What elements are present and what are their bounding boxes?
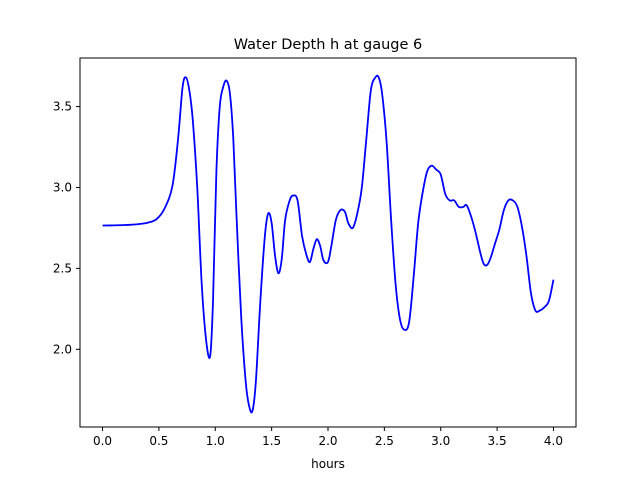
x-tick-label: 0.5 bbox=[149, 434, 168, 448]
x-axis-label: hours bbox=[311, 457, 345, 471]
x-tick-label: 3.0 bbox=[431, 434, 450, 448]
y-tick-label: 2.5 bbox=[53, 261, 72, 275]
x-tick-label: 2.5 bbox=[375, 434, 394, 448]
y-axis: 2.0 2.5 3.0 3.5 bbox=[53, 100, 80, 356]
y-tick-label: 3.5 bbox=[53, 100, 72, 114]
y-tick-label: 3.0 bbox=[53, 180, 72, 194]
plot-area bbox=[102, 74, 555, 414]
y-tick-label: 2.0 bbox=[53, 342, 72, 356]
x-tick-label: 1.5 bbox=[262, 434, 281, 448]
chart-title: Water Depth h at gauge 6 bbox=[234, 37, 422, 53]
x-tick-label: 4.0 bbox=[544, 434, 563, 448]
x-axis: 0.0 0.5 1.0 1.5 2.0 2.5 3.0 3.5 4.0 bbox=[93, 427, 563, 448]
x-tick-label: 1.0 bbox=[206, 434, 225, 448]
x-tick-label: 0.0 bbox=[93, 434, 112, 448]
x-tick-label: 3.5 bbox=[488, 434, 507, 448]
series-line-0 bbox=[102, 74, 555, 414]
x-tick-label: 2.0 bbox=[318, 434, 337, 448]
